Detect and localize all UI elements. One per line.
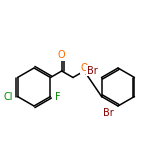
- Text: O: O: [80, 63, 88, 73]
- Text: O: O: [58, 50, 66, 60]
- Text: F: F: [55, 93, 61, 102]
- Text: Br: Br: [87, 66, 98, 76]
- Text: Cl: Cl: [3, 92, 13, 102]
- Text: Br: Br: [103, 108, 114, 118]
